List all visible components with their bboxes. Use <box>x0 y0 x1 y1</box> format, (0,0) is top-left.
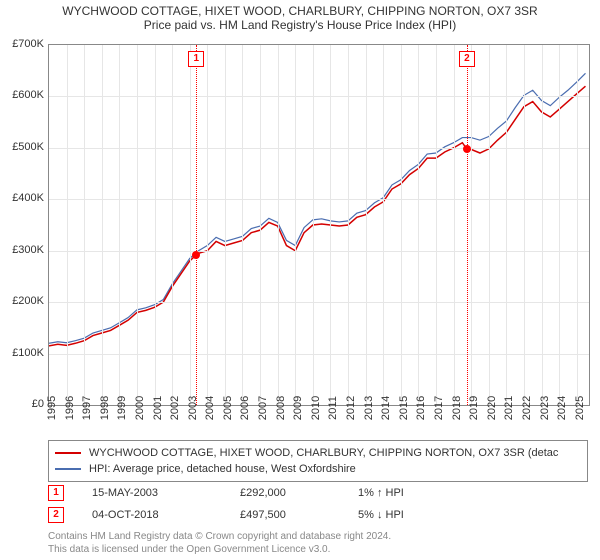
legend-box: WYCHWOOD COTTAGE, HIXET WOOD, CHARLBURY,… <box>48 440 588 482</box>
y-tick-label: £300K <box>0 244 44 256</box>
line-series-svg <box>49 45 589 405</box>
event-marker-badge: 2 <box>459 51 475 67</box>
y-tick-label: £700K <box>0 38 44 50</box>
x-tick-label: 2023 <box>539 396 551 420</box>
event-price: £292,000 <box>240 482 330 504</box>
x-tick-label: 1997 <box>81 396 93 420</box>
event-badge: 2 <box>48 507 64 523</box>
legend-row: HPI: Average price, detached house, West… <box>55 461 581 477</box>
x-tick-label: 2016 <box>415 396 427 420</box>
x-tick-label: 2005 <box>222 396 234 420</box>
event-hpi-relative: 5% ↓ HPI <box>358 504 478 526</box>
x-tick-label: 2009 <box>292 396 304 420</box>
events-table: 1 15-MAY-2003 £292,000 1% ↑ HPI 2 04-OCT… <box>48 482 588 526</box>
event-price-dot <box>463 145 471 153</box>
event-price-dot <box>192 251 200 259</box>
event-badge: 1 <box>48 485 64 501</box>
x-tick-label: 2011 <box>327 396 339 420</box>
footer: Contains HM Land Registry data © Crown c… <box>48 530 588 556</box>
x-tick-label: 2004 <box>204 396 216 420</box>
y-tick-label: £200K <box>0 295 44 307</box>
footer-line: Contains HM Land Registry data © Crown c… <box>48 530 588 543</box>
x-tick-label: 2022 <box>521 396 533 420</box>
legend-label: WYCHWOOD COTTAGE, HIXET WOOD, CHARLBURY,… <box>89 445 558 461</box>
x-tick-label: 2014 <box>380 396 392 420</box>
title-block: WYCHWOOD COTTAGE, HIXET WOOD, CHARLBURY,… <box>0 0 600 32</box>
y-tick-label: £600K <box>0 89 44 101</box>
event-table-row: 1 15-MAY-2003 £292,000 1% ↑ HPI <box>48 482 588 504</box>
chart-container: WYCHWOOD COTTAGE, HIXET WOOD, CHARLBURY,… <box>0 0 600 560</box>
x-tick-label: 2017 <box>433 396 445 420</box>
x-tick-label: 1999 <box>116 396 128 420</box>
chart-plot-area: 12 <box>48 44 590 406</box>
event-date: 15-MAY-2003 <box>92 482 212 504</box>
x-tick-label: 2010 <box>310 396 322 420</box>
event-vertical-line <box>467 45 468 405</box>
legend-row: WYCHWOOD COTTAGE, HIXET WOOD, CHARLBURY,… <box>55 445 581 461</box>
x-tick-label: 1996 <box>64 396 76 420</box>
x-tick-label: 1998 <box>99 396 111 420</box>
title-main: WYCHWOOD COTTAGE, HIXET WOOD, CHARLBURY,… <box>0 4 600 18</box>
x-tick-label: 2020 <box>486 396 498 420</box>
x-tick-label: 2015 <box>398 396 410 420</box>
x-tick-label: 2025 <box>574 396 586 420</box>
event-date: 04-OCT-2018 <box>92 504 212 526</box>
x-tick-label: 2024 <box>556 396 568 420</box>
x-tick-label: 2012 <box>345 396 357 420</box>
x-tick-label: 2008 <box>275 396 287 420</box>
x-tick-label: 2000 <box>134 396 146 420</box>
x-tick-label: 2019 <box>468 396 480 420</box>
legend-swatch <box>55 468 81 470</box>
x-tick-label: 2021 <box>503 396 515 420</box>
y-tick-label: £100K <box>0 347 44 359</box>
x-tick-label: 2013 <box>363 396 375 420</box>
title-sub: Price paid vs. HM Land Registry's House … <box>0 18 600 32</box>
x-tick-label: 2007 <box>257 396 269 420</box>
x-tick-label: 2002 <box>169 396 181 420</box>
y-tick-label: £500K <box>0 141 44 153</box>
footer-line: This data is licensed under the Open Gov… <box>48 543 588 556</box>
legend-swatch <box>55 452 81 454</box>
event-table-row: 2 04-OCT-2018 £497,500 5% ↓ HPI <box>48 504 588 526</box>
event-hpi-relative: 1% ↑ HPI <box>358 482 478 504</box>
event-vertical-line <box>196 45 197 405</box>
x-tick-label: 2003 <box>187 396 199 420</box>
y-tick-label: £400K <box>0 192 44 204</box>
y-tick-label: £0 <box>0 398 44 410</box>
x-tick-label: 2001 <box>152 396 164 420</box>
x-tick-label: 2018 <box>451 396 463 420</box>
series-line <box>49 86 585 346</box>
event-price: £497,500 <box>240 504 330 526</box>
legend-label: HPI: Average price, detached house, West… <box>89 461 356 477</box>
x-tick-label: 2006 <box>239 396 251 420</box>
event-marker-badge: 1 <box>188 51 204 67</box>
x-tick-label: 1995 <box>46 396 58 420</box>
